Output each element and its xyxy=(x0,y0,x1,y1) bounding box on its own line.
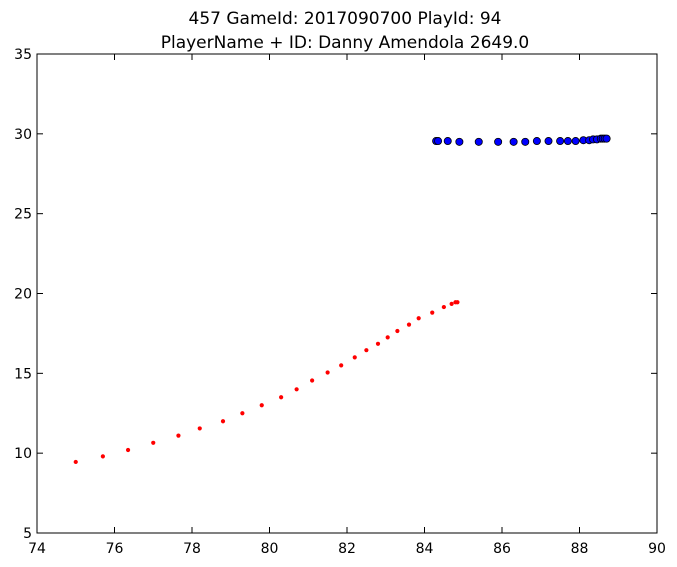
chart-title: 457 GameId: 2017090700 PlayId: 94 xyxy=(189,9,502,29)
data-point-series-1 xyxy=(416,316,421,321)
plot-frame xyxy=(36,53,658,534)
x-tick-label: 80 xyxy=(261,541,279,557)
data-point-series-2 xyxy=(509,137,518,146)
data-point-series-2 xyxy=(556,137,565,146)
x-tick-label: 90 xyxy=(648,541,666,557)
data-point-series-1 xyxy=(352,355,357,360)
data-point-series-1 xyxy=(73,459,78,465)
data-point-series-1 xyxy=(395,328,400,334)
x-tick-label: 88 xyxy=(571,541,589,557)
data-point-series-1 xyxy=(430,310,435,315)
x-tick-label: 78 xyxy=(183,541,201,557)
x-tick-label: 86 xyxy=(493,541,511,557)
data-point-series-1 xyxy=(176,433,181,438)
data-point-series-1 xyxy=(325,370,330,375)
data-point-series-1 xyxy=(294,387,299,392)
chart-subtitle: PlayerName + ID: Danny Amendola 2649.0 xyxy=(161,33,530,53)
data-point-series-1 xyxy=(339,363,344,368)
y-tick-label: 10 xyxy=(14,446,32,462)
data-point-series-1 xyxy=(441,304,446,310)
axis-ticks: 74 76 78 80 82 84 86 88 90 5 10 15 20 25 30 35 xyxy=(14,47,666,557)
data-point-series-2 xyxy=(455,137,464,146)
y-tick-label: 25 xyxy=(14,207,32,223)
data-point-series-1 xyxy=(406,322,412,327)
data-point-series-1 xyxy=(240,411,245,416)
data-point-series-2 xyxy=(434,137,443,146)
data-point-series-1 xyxy=(455,300,460,305)
data-point-series-2 xyxy=(544,137,553,146)
data-point-series-2 xyxy=(443,137,452,146)
y-tick-label: 15 xyxy=(14,366,32,382)
x-tick-label: 82 xyxy=(338,541,356,557)
data-point-series-2 xyxy=(532,137,541,146)
y-tick-label: 30 xyxy=(14,127,32,143)
data-point-series-2 xyxy=(474,137,483,146)
data-point-series-1 xyxy=(125,447,131,453)
x-tick-label: 74 xyxy=(28,541,46,557)
data-points xyxy=(73,134,611,465)
data-point-series-1 xyxy=(279,395,284,400)
data-point-series-2 xyxy=(602,134,611,143)
data-point-series-2 xyxy=(521,137,530,146)
data-point-series-1 xyxy=(100,454,105,459)
data-point-series-1 xyxy=(197,426,202,431)
data-point-series-1 xyxy=(151,440,156,445)
data-point-series-2 xyxy=(563,137,572,146)
data-point-series-1 xyxy=(364,348,369,353)
data-point-series-1 xyxy=(449,301,454,306)
x-tick-label: 76 xyxy=(106,541,124,557)
data-point-series-1 xyxy=(385,335,390,340)
data-point-series-1 xyxy=(259,403,264,408)
y-tick-label: 5 xyxy=(23,526,32,542)
data-point-series-2 xyxy=(494,137,503,146)
y-tick-label: 35 xyxy=(14,47,32,63)
data-point-series-1 xyxy=(310,378,315,383)
data-point-series-1 xyxy=(220,419,226,424)
y-tick-label: 20 xyxy=(14,287,32,303)
data-point-series-2 xyxy=(571,137,580,146)
x-tick-label: 84 xyxy=(416,541,434,557)
data-point-series-1 xyxy=(375,341,381,346)
